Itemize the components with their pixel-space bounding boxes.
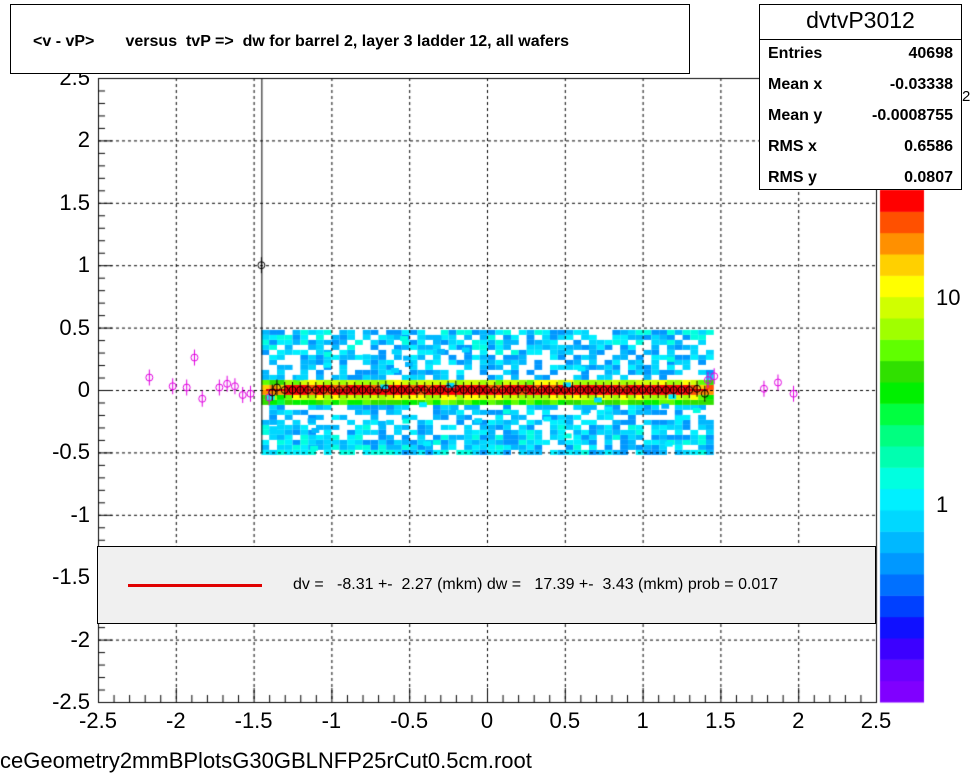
y-tick-label: 0 (77, 377, 90, 402)
stats-value: -0.0008755 (872, 107, 953, 124)
x-tick-label: -1 (321, 708, 342, 733)
stats-value: 0.6586 (904, 138, 953, 155)
x-tick-label: -1.5 (234, 708, 273, 733)
stats-key: RMS y (768, 169, 817, 186)
stats-value: 0.0807 (904, 169, 953, 186)
x-tick-label: -2 (166, 708, 186, 733)
z-tick-exponent: 2 (962, 88, 971, 105)
y-tick-label: 2 (77, 127, 90, 153)
x-tick-label: 2 (792, 708, 805, 733)
stats-row-mean-x: Mean x -0.03338 (768, 76, 953, 98)
stats-value: 40698 (908, 45, 954, 62)
y-tick-label: 1 (77, 252, 90, 278)
fit-result-text: dv = -8.31 +- 2.27 (mkm) dw = 17.39 +- 3… (293, 576, 779, 593)
stats-row-entries: Entries 40698 (768, 45, 953, 67)
y-tick-label: -2.5 (52, 689, 90, 714)
stats-value: -0.03338 (889, 76, 953, 93)
chart-title: <v - vP> versus tvP => dw for barrel 2, … (33, 33, 569, 50)
y-tick-label: 1.5 (59, 189, 90, 215)
stats-row-rms-x: RMS x 0.6586 (768, 138, 953, 160)
stats-key: Entries (768, 45, 823, 62)
x-tick-label: 0.5 (549, 708, 581, 733)
stats-box: dvtvP3012 Entries 40698 Mean x -0.03338 … (759, 4, 962, 190)
stats-histogram-name: dvtvP3012 (806, 7, 915, 33)
y-tick-label: -2 (70, 626, 90, 652)
y-tick-label: -1 (70, 501, 90, 527)
stats-key: RMS x (768, 138, 817, 155)
x-tick-label: -0.5 (390, 708, 429, 733)
y-tick-label: -1.5 (52, 564, 90, 590)
x-tick-label: 0 (480, 708, 494, 733)
stats-row-mean-y: Mean y -0.0008755 (768, 107, 953, 129)
z-tick-label: 1 (936, 492, 949, 517)
stats-divider (760, 39, 961, 40)
chart-title-box: <v - vP> versus tvP => dw for barrel 2, … (10, 4, 690, 74)
stats-key: Mean x (768, 76, 823, 93)
x-tick-label: -2.5 (79, 708, 117, 733)
y-tick-label: -0.5 (52, 439, 90, 465)
stats-key: Mean y (768, 107, 823, 124)
x-tick-label: 2.5 (860, 708, 892, 733)
fit-legend-box: dv = -8.31 +- 2.27 (mkm) dw = 17.39 +- 3… (97, 546, 876, 624)
z-tick-label: 10 (936, 285, 961, 310)
x-tick-label: 1.5 (705, 708, 736, 733)
x-tick-label: 1 (636, 708, 649, 733)
y-tick-label: 0.5 (59, 314, 90, 340)
file-name-label: ceGeometry2mmBPlotsG30GBLNFP25rCut0.5cm.… (0, 748, 532, 773)
stats-row-rms-y: RMS y 0.0807 (768, 169, 953, 191)
fit-legend-line (128, 584, 262, 587)
